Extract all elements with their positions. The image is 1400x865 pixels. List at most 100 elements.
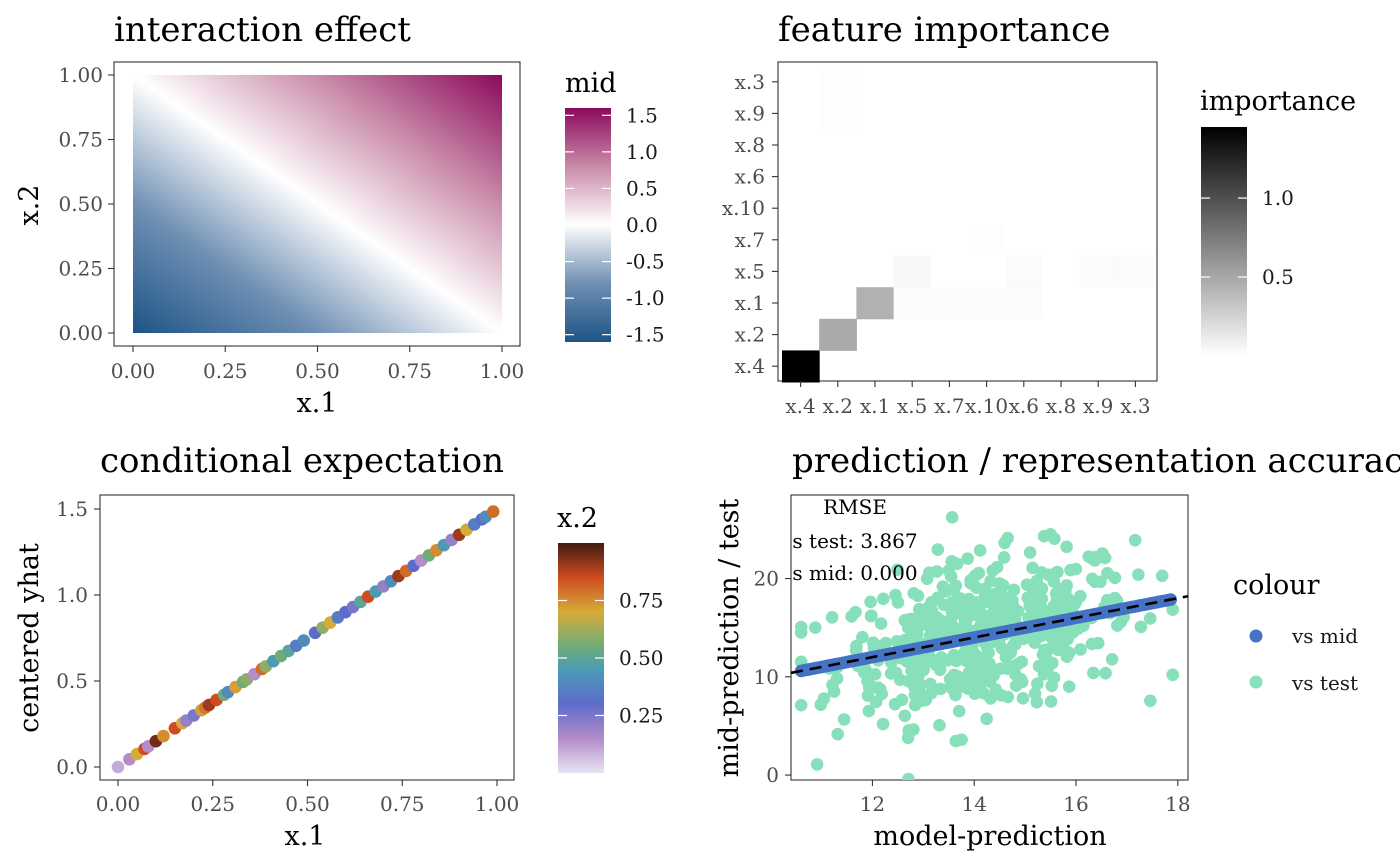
vs-test-point [850, 639, 863, 653]
y-tick-label: x.4 [735, 354, 765, 378]
vs-test-point [794, 626, 808, 639]
importance-cell [968, 224, 1006, 257]
vs-test-point [895, 693, 909, 707]
conditional-point [157, 729, 170, 743]
x-tick-label: 0.00 [96, 792, 141, 816]
x-tick-label: x.1 [860, 394, 890, 418]
y-tick-label: x.10 [722, 196, 765, 220]
legend-title-colour: colour [1233, 570, 1320, 601]
importance-cell [968, 287, 1006, 320]
x-tick-label: x.8 [1046, 394, 1076, 418]
vs-test-point [990, 560, 1004, 574]
vs-test-point [1108, 571, 1122, 585]
vs-test-point [913, 602, 926, 616]
vs-test-point [949, 579, 963, 593]
vs-test-point [862, 704, 876, 718]
vs-test-point [1026, 633, 1040, 647]
vs-test-point [954, 592, 967, 605]
vs-test-point [1132, 568, 1145, 581]
annotation-rmse-test: s test: 3.867 [792, 529, 917, 553]
y-tick-label: 0.75 [58, 128, 103, 152]
annotation-rmse-title: RMSE [823, 495, 887, 519]
vs-test-point [979, 653, 993, 666]
importance-cell [856, 287, 895, 320]
y-tick-label: x.6 [735, 165, 765, 189]
vs-test-point [1099, 666, 1112, 680]
reference-line-identity [791, 594, 1188, 675]
plot-area-importance [777, 61, 1158, 382]
x-tick-label: x.3 [1120, 394, 1150, 418]
vs-test-point [898, 709, 912, 723]
vs-test-point [987, 588, 1000, 601]
y-tick-label: x.9 [735, 101, 765, 125]
vs-test-point [1060, 540, 1073, 554]
vs-test-point [1088, 554, 1102, 567]
chart-title-conditional: conditional expectation [100, 441, 504, 481]
vs-test-point [1094, 575, 1107, 589]
vs-test-point [997, 551, 1011, 564]
vs-test-point [830, 672, 844, 685]
series-vs-mid-points [794, 593, 1177, 678]
vs-test-point [808, 621, 822, 634]
legend-ticks-importance: 1.0 0.5 [1201, 186, 1294, 289]
vs-test-point [1003, 591, 1017, 605]
vs-test-point [891, 596, 905, 609]
y-tick-label: 0.25 [58, 257, 103, 281]
legend-label-vs-mid: vs mid [1291, 624, 1358, 648]
vs-test-point [1022, 592, 1036, 606]
x-tick-label: x.5 [897, 394, 927, 418]
legend-ticks-mid: 1.5 1.0 0.5 0.0 -0.5 -1.0 -1.5 [565, 103, 665, 347]
importance-cell [1005, 287, 1043, 320]
importance-cell [893, 255, 932, 288]
x-tick-label: 18 [1165, 792, 1190, 816]
vs-test-point [1015, 655, 1029, 669]
vs-test-point [1043, 629, 1057, 643]
y-axis-ticks-accuracy: 0 10 20 [754, 567, 791, 787]
vs-test-point [889, 666, 903, 680]
vs-test-point [931, 543, 945, 556]
vs-test-point [980, 610, 994, 623]
vs-test-point [1049, 587, 1063, 600]
vs-test-point [982, 672, 995, 685]
y-tick-label: 0.50 [58, 192, 103, 216]
x-tick-label: 1.00 [480, 359, 525, 383]
vs-test-point [890, 634, 904, 648]
legend-tick-label: 0.75 [619, 589, 664, 613]
vs-test-point [980, 712, 993, 726]
importance-cell [930, 287, 969, 320]
vs-test-point [907, 587, 921, 600]
vs-test-point [1000, 662, 1014, 675]
y-tick-label: x.8 [735, 133, 765, 157]
vs-test-point [907, 723, 920, 736]
y-tick-label: x.1 [735, 291, 765, 315]
x-axis-label-accuracy: model-prediction [873, 821, 1106, 852]
vs-test-point [1001, 531, 1014, 545]
vs-test-point [1134, 620, 1148, 634]
vs-test-point [1091, 636, 1105, 650]
vs-test-point [959, 654, 973, 668]
vs-test-point [1045, 656, 1059, 670]
panel-prediction-accuracy: prediction / representation accuracy RMS… [714, 441, 1400, 852]
vs-test-point [1048, 532, 1061, 545]
x-axis-ticks-interaction: 0.00 0.25 0.50 0.75 1.00 [111, 346, 525, 383]
legend-title-importance: importance [1200, 86, 1356, 117]
vs-test-point [1048, 567, 1062, 580]
x-tick-label: x.6 [1009, 394, 1039, 418]
vs-test-point [1069, 595, 1083, 608]
conditional-point [297, 634, 311, 647]
vs-test-point [902, 772, 915, 780]
vs-test-point [949, 734, 963, 748]
vs-test-point [1009, 679, 1023, 692]
vs-test-point [879, 636, 893, 650]
legend-key-vs-mid [1249, 629, 1263, 643]
x-tick-label: 0.25 [203, 359, 248, 383]
vs-test-point [952, 704, 966, 718]
vs-test-point [794, 698, 808, 712]
chart-title-importance: feature importance [778, 10, 1110, 50]
legend-tick-label: 0.0 [626, 213, 658, 237]
legend-label-vs-test: vs test [1291, 671, 1358, 695]
x-axis-ticks-conditional: 0.00 0.25 0.50 0.75 1.00 [96, 780, 519, 816]
x-tick-label: 16 [1063, 792, 1088, 816]
vs-test-point [874, 617, 888, 630]
